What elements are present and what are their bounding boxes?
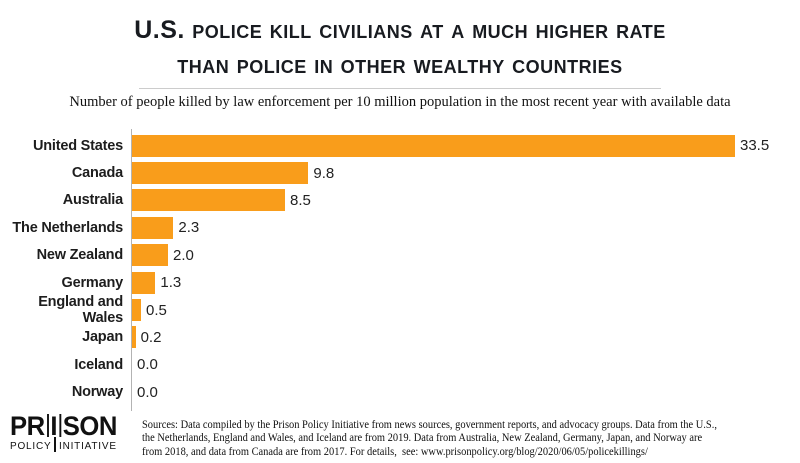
sources-line-3: from 2018, and data from Canada are from… [142, 443, 648, 458]
category-label: United States [32, 137, 123, 154]
value-label: 0.0 [137, 383, 158, 401]
value-label: 2.0 [173, 246, 194, 264]
logo-wordmark: PR I SON [10, 412, 135, 440]
chart-subtitle: Number of people killed by law enforceme… [69, 94, 731, 110]
logo-text-initiative: INITIATIVE [58, 441, 117, 452]
chart-row: Japan 0.2 [0, 324, 800, 351]
category-label: Germany [61, 274, 124, 291]
bar [132, 216, 174, 239]
value-label: 33.5 [740, 137, 770, 155]
prison-bar-icon [46, 414, 49, 437]
value-label: 2.3 [178, 219, 200, 237]
category-label: Iceland [74, 356, 123, 373]
value-label: 8.5 [290, 191, 311, 209]
chart-row: Norway 0.0 [0, 379, 800, 406]
title-divider [139, 88, 661, 89]
chart-row: The Netherlands 2.3 [0, 214, 800, 241]
value-label: 0.5 [146, 301, 167, 319]
chart-rows: United States 33.5 Canada 9.8 Australia 8.5 Th… [0, 132, 800, 406]
value-label: 9.8 [313, 164, 335, 182]
logo-text-i: I [50, 411, 58, 441]
title-line-2: than police in other wealthy countries [177, 51, 623, 79]
bar [132, 299, 141, 322]
category-label: New Zealand [36, 247, 124, 264]
category-label: Japan [82, 329, 123, 346]
sources-line-1: Sources: Data compiled by the Prison Pol… [142, 417, 717, 431]
value-label: 0.0 [137, 356, 158, 374]
bar-track: 33.5 [132, 132, 800, 159]
category-label: England and Wales [38, 294, 123, 327]
sources-note: Sources: Data compiled by the Prison Pol… [142, 417, 717, 458]
bar [132, 271, 156, 294]
chart-row: Iceland 0.0 [0, 351, 800, 378]
prison-bar-icon [54, 436, 56, 452]
bar [132, 189, 285, 212]
value-label: 0.2 [140, 328, 162, 346]
chart-row: United States 33.5 [0, 132, 800, 159]
bar [132, 326, 136, 349]
footer: PR I SON POLICY INITIATIVE Sources: Data… [0, 412, 800, 458]
logo-subtitle: POLICY INITIATIVE [10, 436, 142, 452]
prison-bar-icon [58, 414, 61, 437]
category-label: Australia [62, 192, 123, 209]
prison-policy-initiative-logo: PR I SON POLICY INITIATIVE [10, 412, 142, 458]
bar-track: 0.5 [132, 296, 800, 323]
chart-row: England and Wales 0.5 [0, 294, 800, 327]
logo-text-pr: PR [10, 411, 45, 441]
bar-track: 2.3 [132, 214, 800, 241]
category-label: The Netherlands [12, 219, 123, 236]
chart-row: Australia 8.5 [0, 187, 800, 214]
bar-track: 0.0 [132, 379, 800, 406]
bar-track: 2.0 [132, 242, 800, 269]
title-line-1: U.S. police kill civilians at a much hig… [134, 16, 666, 44]
chart-row: Germany 1.3 [0, 269, 800, 296]
category-label: Norway [71, 384, 123, 401]
chart-row: New Zealand 2.0 [0, 242, 800, 269]
bar-track: 0.0 [132, 351, 800, 378]
bar-track: 0.2 [132, 324, 800, 351]
logo-text-policy: POLICY [10, 441, 52, 452]
bar-chart: United States 33.5 Canada 9.8 Australia 8.5 Th… [0, 129, 800, 411]
chart-row: Canada 9.8 [0, 159, 800, 186]
bar [132, 162, 309, 185]
page-title: U.S. police kill civilians at a much hig… [0, 13, 800, 83]
bar-track: 8.5 [132, 187, 800, 214]
sources-line-2: the Netherlands, England and Wales, and … [142, 430, 703, 445]
logo-text-son: SON [62, 411, 118, 441]
bar-track: 9.8 [132, 159, 800, 186]
bar-track: 1.3 [132, 269, 800, 296]
y-axis-line [131, 129, 132, 411]
category-label: Canada [71, 165, 123, 182]
bar [132, 244, 168, 267]
value-label: 1.3 [160, 274, 182, 292]
bar [132, 134, 735, 157]
